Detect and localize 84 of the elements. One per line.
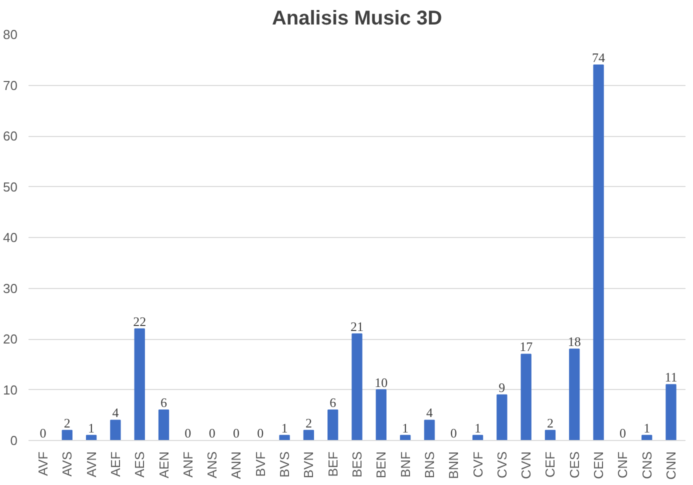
- x-tick-label: ANF: [180, 451, 196, 478]
- data-label: 0: [184, 426, 192, 440]
- x-tick-label: ANN: [228, 451, 244, 479]
- data-label: 74: [592, 50, 606, 65]
- x-tick-label: BVN: [301, 451, 316, 478]
- x-tick-label: BVF: [252, 451, 268, 477]
- bar: [496, 394, 508, 440]
- data-label: 0: [208, 426, 216, 440]
- data-label: 21: [350, 318, 364, 334]
- chart-title: Analisis Music 3D: [272, 8, 442, 30]
- x-tick-label: CES: [566, 451, 582, 478]
- x-tick-label: AEN: [156, 451, 172, 478]
- data-label: 1: [474, 420, 482, 436]
- bar: [520, 354, 532, 440]
- y-tick-label: 60: [3, 128, 18, 144]
- data-label: 1: [644, 420, 650, 436]
- bar: [400, 434, 411, 440]
- x-tick-label: CNS: [639, 451, 654, 479]
- data-label: 0: [450, 426, 457, 440]
- data-label: 10: [374, 374, 388, 390]
- data-label: 4: [426, 405, 434, 420]
- x-tick-label: BEF: [325, 451, 340, 477]
- data-label: 0: [619, 426, 626, 440]
- x-tick-label: AVN: [84, 452, 99, 478]
- bar: [666, 384, 676, 440]
- x-tick-label: CVS: [494, 451, 510, 478]
- bar: [134, 328, 145, 440]
- bar: [544, 430, 556, 440]
- data-label: 18: [568, 334, 581, 350]
- y-tick-label: 50: [3, 179, 18, 194]
- bar: [328, 410, 338, 440]
- x-tick-label: CNN: [664, 451, 679, 480]
- data-label: 0: [257, 426, 264, 440]
- data-label: 1: [402, 420, 409, 436]
- x-tick-label: AVS: [60, 451, 75, 477]
- data-label: 4: [112, 405, 120, 420]
- x-tick-label: BNS: [422, 451, 437, 478]
- bar: [472, 434, 484, 440]
- bar: [424, 420, 435, 440]
- x-tick-label: BES: [350, 451, 364, 478]
- data-label: 22: [133, 314, 146, 329]
- data-label: 0: [40, 426, 46, 440]
- bar: [593, 64, 604, 440]
- data-label: 1: [281, 420, 288, 436]
- y-tick-label: 80: [3, 27, 18, 42]
- bar: [352, 333, 362, 440]
- x-tick-label: CVN: [518, 451, 534, 479]
- data-label: 2: [305, 415, 312, 430]
- data-label: 11: [664, 370, 678, 385]
- data-label: 2: [546, 415, 554, 430]
- x-tick-label: CEN: [591, 451, 606, 479]
- x-tick-label: CNF: [615, 451, 630, 478]
- x-tick-label: BEN: [374, 451, 389, 478]
- x-tick-label: AVF: [35, 451, 50, 476]
- data-label: 0: [232, 426, 240, 440]
- bar: [110, 420, 121, 440]
- data-label: 6: [330, 395, 337, 410]
- bar: [303, 430, 314, 440]
- bar: [86, 434, 97, 440]
- x-tick-label: CVF: [470, 451, 486, 478]
- bar: [569, 348, 580, 440]
- bar: [376, 389, 386, 440]
- bar: [279, 434, 290, 440]
- y-tick-label: 40: [3, 230, 18, 245]
- x-tick-label: ANS: [204, 451, 220, 478]
- x-tick-label: CEF: [542, 451, 558, 478]
- y-tick-label: 30: [3, 280, 18, 296]
- x-tick-label: BNN: [446, 451, 462, 479]
- y-tick-label: 0: [10, 433, 18, 448]
- data-label: 1: [88, 420, 95, 436]
- x-tick-label: BVS: [277, 451, 292, 478]
- x-tick-label: AEF: [108, 451, 123, 477]
- bar: [158, 410, 170, 440]
- y-tick-label: 10: [3, 382, 18, 398]
- data-label: 6: [160, 395, 168, 410]
- y-tick-label: 20: [3, 332, 18, 346]
- bar: [62, 430, 72, 440]
- data-label: 2: [64, 415, 70, 430]
- x-tick-label: BNF: [398, 451, 413, 478]
- data-label: 9: [498, 380, 506, 395]
- y-tick-label: 70: [3, 78, 18, 93]
- bar: [642, 434, 652, 440]
- x-tick-label: AES: [132, 451, 148, 478]
- data-label: 17: [520, 339, 534, 354]
